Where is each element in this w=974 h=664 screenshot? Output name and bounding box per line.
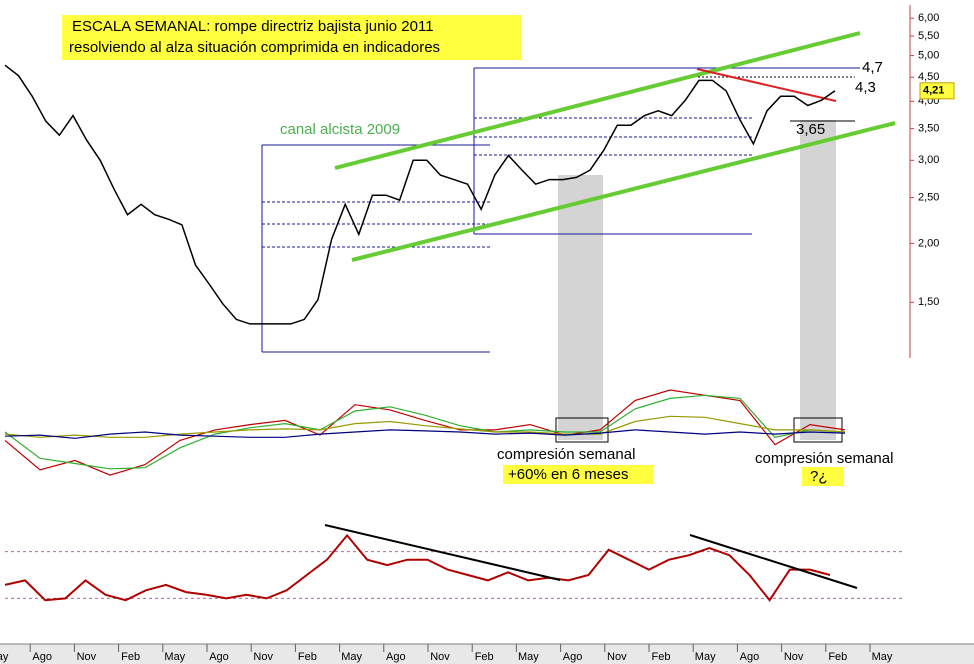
title-box: [62, 15, 522, 60]
x-tick-label: May: [872, 651, 893, 663]
fib-lines: [261, 67, 860, 353]
highlight-band: [558, 175, 603, 440]
annotation: compresión semanal: [497, 446, 635, 463]
y-tick-label: 5,00: [918, 49, 939, 61]
x-tick-label: May: [164, 651, 185, 663]
trend-line: [324, 524, 561, 581]
trend-line: [696, 68, 837, 102]
compression-box: [555, 417, 609, 443]
last-price-label: 4,21: [923, 85, 944, 97]
y-tick-label: 3,50: [918, 123, 939, 135]
trend-line: [689, 534, 858, 589]
x-tick-label: May: [518, 651, 539, 663]
channel-line: [334, 31, 861, 170]
indicator-line: [4, 394, 846, 470]
highlight-band: [800, 120, 836, 440]
price-line: [4, 64, 836, 325]
x-tick-label: May: [0, 651, 9, 663]
x-tick-label: Ago: [740, 651, 760, 663]
note-box: [802, 467, 844, 486]
x-tick-label: Ago: [32, 651, 52, 663]
x-tick-label: Ago: [209, 651, 229, 663]
x-tick-label: Nov: [430, 651, 450, 663]
annotation: +60% en 6 meses: [508, 466, 629, 483]
annotation: 3,65: [796, 121, 825, 138]
x-tick-label: Feb: [475, 651, 494, 663]
x-tick-label: Feb: [828, 651, 847, 663]
oscillator-line: [4, 533, 831, 602]
indicator-line: [4, 415, 846, 438]
channel-line: [351, 121, 896, 262]
annotation: ?¿: [810, 468, 828, 485]
x-tick-label: Ago: [386, 651, 406, 663]
x-tick-label: May: [341, 651, 362, 663]
indicator-line: [4, 429, 846, 439]
y-tick-label: 3,00: [918, 154, 939, 166]
y-tick-label: 2,50: [918, 192, 939, 204]
y-tick-label: 4,50: [918, 71, 939, 83]
x-tick-label: Feb: [652, 651, 671, 663]
title: resolviendo al alza situación comprimida…: [69, 39, 440, 56]
x-tick-label: Ago: [563, 651, 583, 663]
note-box: [503, 465, 653, 484]
x-tick-label: May: [695, 651, 716, 663]
x-tick-label: Feb: [298, 651, 317, 663]
x-tick-label: Nov: [253, 651, 273, 663]
x-tick-label: Nov: [77, 651, 97, 663]
x-tick-label: Nov: [784, 651, 804, 663]
annotation: compresión semanal: [755, 450, 893, 467]
x-tick-label: Feb: [121, 651, 140, 663]
x-tick-label: Nov: [607, 651, 627, 663]
x-axis-strip: [0, 644, 974, 664]
y-tick-label: 1,50: [918, 296, 939, 308]
annotation: canal alcista 2009: [280, 121, 400, 138]
y-tick-label: 2,00: [918, 237, 939, 249]
y-tick-label: 5,50: [918, 30, 939, 42]
title: ESCALA SEMANAL: rompe directriz bajista …: [72, 18, 434, 35]
annotation: 4,3: [855, 79, 876, 96]
annotation: 4,7: [862, 59, 883, 76]
last-price-box: [919, 82, 955, 100]
y-tick-label: 6,00: [918, 12, 939, 24]
